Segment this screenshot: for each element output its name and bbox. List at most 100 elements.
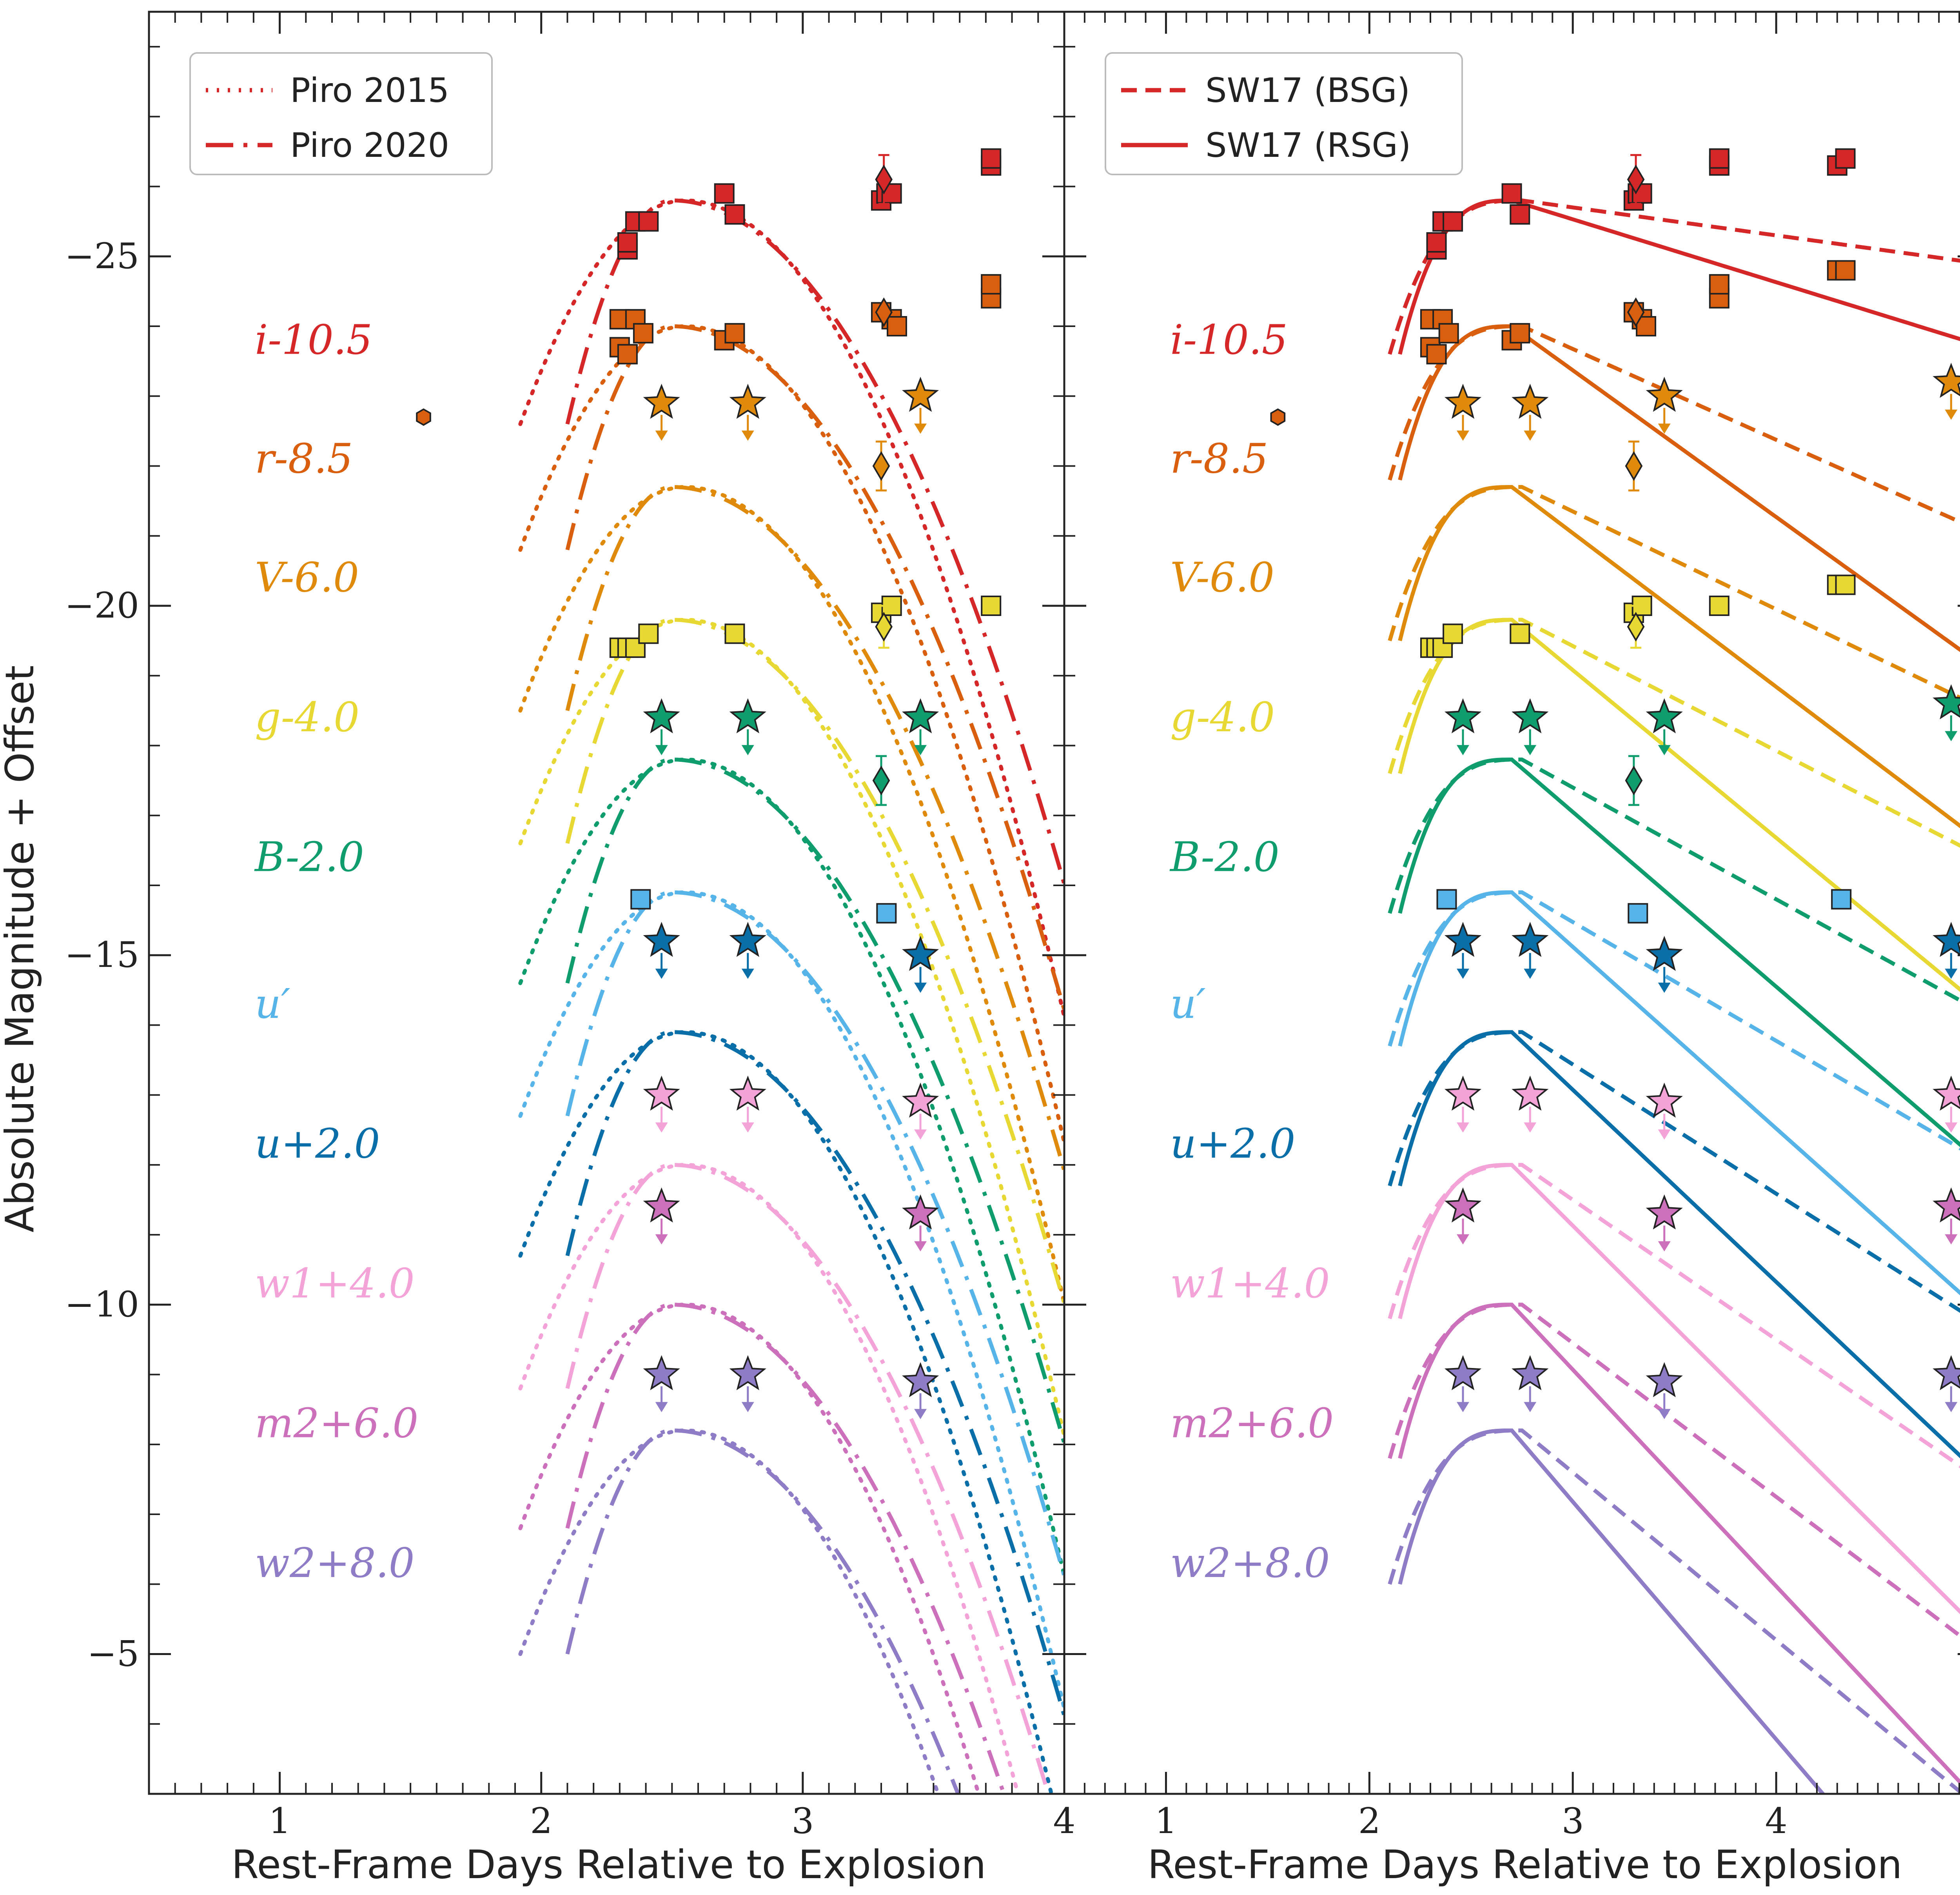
model-curve-dashdot-i xyxy=(565,198,1064,885)
model-curve-dashed-i xyxy=(1388,198,1960,355)
model-curve-dotted-u xyxy=(518,1030,1054,1794)
data-point-square xyxy=(1835,260,1856,281)
data-point-star xyxy=(1444,1076,1482,1111)
y-tick-label: −25 xyxy=(65,236,139,277)
legend-label: Piro 2015 xyxy=(290,71,449,110)
band-label-i: i-10.5 xyxy=(255,316,372,364)
model-curve-dotted-g xyxy=(518,618,1064,1438)
model-curve-dashed-w1 xyxy=(1388,1163,1960,1468)
data-point-star xyxy=(1646,376,1683,412)
upper-limit-arrow-head xyxy=(1457,1402,1470,1412)
data-point-diamond xyxy=(1627,297,1645,327)
upper-limit-arrow-head xyxy=(1457,968,1470,979)
data-point-star xyxy=(1646,1194,1683,1230)
upper-limit-arrow-head xyxy=(1658,745,1671,756)
upper-limit-arrow-head xyxy=(914,1241,927,1252)
upper-limit-arrow-head xyxy=(655,968,668,979)
data-point-star xyxy=(1646,1362,1683,1397)
model-curve-solid-m2 xyxy=(1398,1303,1960,1785)
data-point-star xyxy=(1512,921,1549,957)
upper-limit-arrow-head xyxy=(1457,1122,1470,1133)
model-curve-dashdot-w1 xyxy=(565,1163,1051,1794)
x-tick-label: 1 xyxy=(1155,1801,1177,1842)
data-point-star xyxy=(1444,1187,1482,1223)
data-point-star xyxy=(1933,1076,1960,1111)
model-curve-solid-B xyxy=(1398,758,1960,1147)
band-label-u: u+2.0 xyxy=(255,1119,380,1167)
data-point-star xyxy=(729,921,766,957)
data-point-star xyxy=(729,1355,766,1390)
model-curve-dashed-B xyxy=(1388,758,1960,1003)
x-axis-label-left: Rest-Frame Days Relative to Explosion xyxy=(231,1842,986,1888)
model-curve-solid-i xyxy=(1398,198,1960,355)
x-tick-label: 3 xyxy=(1562,1801,1584,1842)
x-axis-label-right: Rest-Frame Days Relative to Explosion xyxy=(1147,1842,1902,1888)
upper-limit-arrow-head xyxy=(1658,983,1671,993)
data-point-square xyxy=(1628,903,1648,924)
band-labels: i-10.5 r-8.5 V-6.0 g-4.0 B-2.0 u′ u+2.0 w1+4.0 m… xyxy=(254,316,418,1587)
upper-limit-arrow-head xyxy=(1658,1241,1671,1252)
axes-frame xyxy=(148,11,1065,1795)
observations xyxy=(1270,148,1960,1419)
upper-limit-arrow-head xyxy=(1524,1122,1537,1133)
band-label-w1: w1+4.0 xyxy=(1170,1259,1330,1307)
upper-limit-arrow-head xyxy=(1945,409,1958,420)
upper-limit-arrow-head xyxy=(741,1122,754,1133)
data-point-star xyxy=(1512,1355,1549,1390)
model-curve-dotted-w1 xyxy=(518,1163,1020,1794)
data-point-star xyxy=(1444,698,1482,734)
data-point-square xyxy=(714,183,735,204)
model-curve-dashed-u xyxy=(1388,1030,1960,1313)
data-point-square xyxy=(1709,596,1730,616)
x-tick-label: 1 xyxy=(269,1801,291,1842)
model-curve-dotted-B xyxy=(518,758,1064,1578)
data-point-diamond xyxy=(1625,765,1643,796)
upper-limit-arrow-head xyxy=(1524,431,1537,441)
data-point-square xyxy=(981,148,1002,169)
model-curve-dashdot-u xyxy=(565,1030,1064,1717)
upper-limit-arrow-head xyxy=(1457,431,1470,441)
upper-limit-arrow-head xyxy=(1457,1234,1470,1245)
axes-frame xyxy=(1063,11,1960,1795)
data-point-star xyxy=(1512,383,1549,419)
data-point-square xyxy=(1510,204,1530,225)
data-point-star xyxy=(1444,383,1482,419)
band-label-B: B-2.0 xyxy=(254,833,364,881)
upper-limit-arrow-head xyxy=(741,968,754,979)
band-label-B: B-2.0 xyxy=(1169,833,1279,881)
data-point-square xyxy=(1426,232,1447,253)
upper-limit-arrow-head xyxy=(655,1234,668,1245)
upper-limit-arrow-head xyxy=(1457,745,1470,756)
data-point-square xyxy=(1709,148,1730,169)
model-curve-dashdot-V xyxy=(565,485,1064,1171)
data-point-square xyxy=(1501,183,1522,204)
data-point-star xyxy=(902,376,939,412)
model-curve-dotted-i xyxy=(518,198,1064,1019)
data-point-square xyxy=(724,323,745,343)
data-point-square xyxy=(1835,148,1856,169)
data-point-square xyxy=(1443,211,1463,232)
data-point-diamond xyxy=(875,612,893,642)
band-label-w2: w2+8.0 xyxy=(1170,1539,1330,1587)
y-tick-label: −20 xyxy=(65,585,139,626)
data-point-star xyxy=(1512,1076,1549,1111)
model-curve-dotted-V xyxy=(518,485,1064,1305)
data-point-square xyxy=(1709,274,1730,295)
upper-limit-arrow-head xyxy=(1945,968,1958,979)
data-point-square xyxy=(617,344,638,365)
left-panel: i-10.5 r-8.5 V-6.0 g-4.0 B-2.0 u′ u+2.0 w1+4.0 m… xyxy=(65,11,1076,1842)
model-curves xyxy=(518,198,1064,1794)
band-label-V: V-6.0 xyxy=(255,554,359,601)
upper-limit-arrow-head xyxy=(914,745,927,756)
data-point-star xyxy=(643,383,680,419)
upper-limit-arrow-head xyxy=(741,431,754,441)
upper-limit-arrow-head xyxy=(1524,968,1537,979)
data-point-square xyxy=(638,211,659,232)
data-point-star xyxy=(1933,684,1960,719)
data-point-star xyxy=(729,1076,766,1111)
upper-limit-arrow-head xyxy=(741,1402,754,1412)
upper-limit-arrow-head xyxy=(655,1402,668,1412)
data-point-square xyxy=(633,323,653,343)
upper-limit-arrow-head xyxy=(914,423,927,434)
model-curve-dashdot-w2 xyxy=(565,1428,960,1794)
